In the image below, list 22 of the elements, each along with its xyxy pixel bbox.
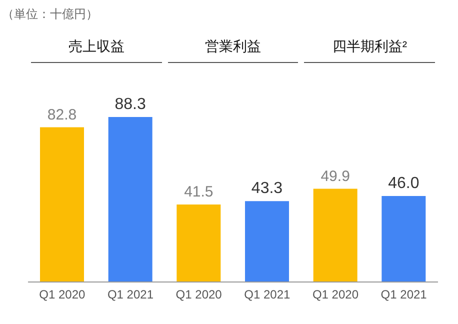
bar	[245, 201, 289, 282]
bar	[176, 204, 221, 282]
bar	[382, 196, 426, 282]
x-tick-label: Q1 2021	[244, 288, 291, 302]
text: 営業利益	[204, 38, 262, 56]
data-label: 41.5	[184, 183, 214, 200]
bar	[313, 188, 358, 282]
x-tick-label: Q1 2021	[380, 288, 428, 302]
bar	[108, 117, 152, 282]
text: 売上収益	[67, 38, 126, 56]
data-label: 49.9	[320, 168, 350, 185]
data-label: 46.0	[388, 175, 420, 192]
data-label: 82.8	[47, 106, 77, 124]
x-tick-label: Q1 2021	[107, 288, 154, 302]
x-tick-label: Q1 2020	[176, 288, 222, 302]
data-label: 43.3	[251, 180, 283, 198]
x-tick-label: Q1 2020	[312, 288, 359, 302]
data-label: 88.3	[114, 96, 146, 113]
text: 四半期利益²	[331, 38, 408, 56]
x-tick-label: Q1 2020	[39, 288, 86, 302]
bar	[40, 127, 84, 282]
text: （単位：十億円）	[2, 6, 98, 23]
